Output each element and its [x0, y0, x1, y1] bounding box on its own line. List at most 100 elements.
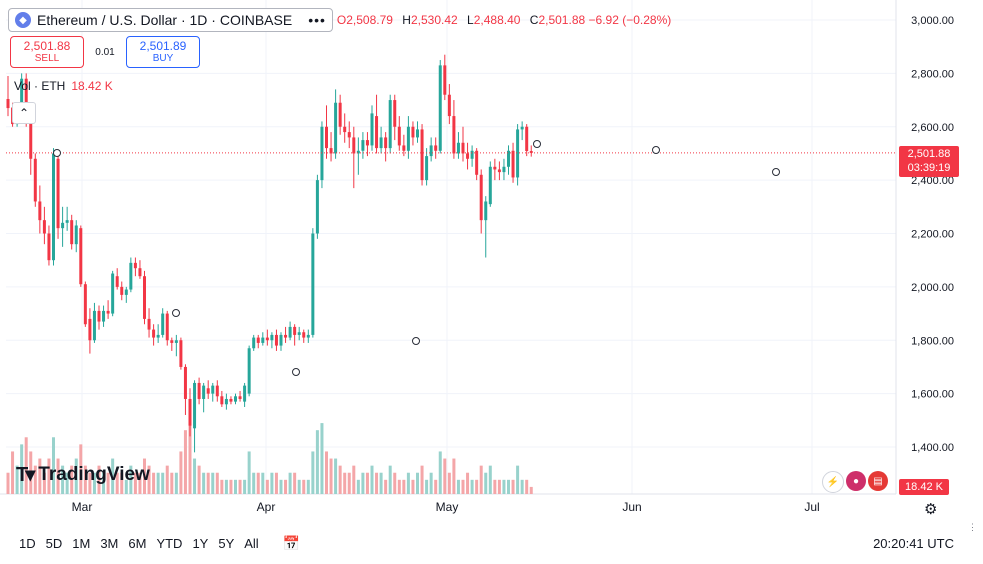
volume-bar — [265, 479, 269, 494]
candle-body — [520, 126, 524, 130]
volume-bar — [211, 472, 215, 494]
range-1m[interactable]: 1M — [72, 535, 91, 551]
volume-bar — [193, 458, 197, 494]
range-5d[interactable]: 5D — [45, 535, 63, 551]
candle-body — [411, 126, 415, 138]
volume-bar — [425, 479, 429, 494]
more-options-icon[interactable]: ••• — [308, 12, 326, 28]
trade-panel: 2,501.88 SELL 0.01 2,501.89 BUY — [10, 36, 200, 68]
buy-button[interactable]: 2,501.89 BUY — [126, 36, 200, 68]
volume-bar — [165, 465, 169, 494]
volume-bar — [388, 465, 392, 494]
candle-body — [152, 329, 156, 338]
volume-bar — [170, 472, 174, 494]
range-3m[interactable]: 3M — [100, 535, 119, 551]
collapse-legend-button[interactable]: ⌃ — [12, 102, 36, 124]
candle-body — [179, 340, 183, 367]
candle-body — [479, 174, 483, 221]
candle-body — [138, 268, 142, 277]
event-icon[interactable]: ● — [846, 471, 866, 491]
candle-body — [516, 129, 520, 178]
candle-body — [74, 225, 78, 245]
candle-body — [274, 334, 278, 346]
candle-body — [56, 158, 60, 229]
candle-body — [265, 337, 269, 341]
candle-body — [288, 326, 292, 338]
volume-bar — [302, 479, 306, 494]
candle-body — [106, 310, 110, 314]
volume-bar — [47, 458, 51, 494]
candle-body — [297, 332, 301, 335]
y-tick-label: 1,600.00 — [911, 389, 954, 401]
tradingview-logo[interactable]: T▾ TradingView — [16, 462, 150, 487]
volume-bar — [70, 465, 74, 494]
dividend-marker — [533, 140, 541, 148]
volume-bar — [384, 479, 388, 494]
volume-legend-value: 18.42 K — [71, 79, 113, 93]
candle-body — [365, 140, 369, 146]
candle-body — [243, 385, 247, 402]
volume-bar — [411, 479, 415, 494]
y-tick-label: 1,400.00 — [911, 442, 954, 454]
candle-body — [111, 273, 115, 314]
candle-body — [456, 142, 460, 154]
volume-bar — [229, 479, 233, 494]
sell-price: 2,501.88 — [23, 39, 71, 53]
range-all[interactable]: All — [244, 535, 259, 551]
volume-bar — [334, 458, 338, 494]
flash-icon[interactable]: ⚡ — [822, 471, 844, 493]
volume-bar — [33, 465, 37, 494]
calendar-icon[interactable]: 📅 — [282, 534, 301, 551]
volume-bar — [152, 472, 156, 494]
volume-bar — [370, 465, 374, 494]
candle-body — [211, 385, 215, 394]
candle-body — [470, 150, 474, 159]
volume-bar — [393, 472, 397, 494]
candle-body — [388, 100, 392, 149]
volume-bar — [274, 472, 278, 494]
flag-icon[interactable]: ▤ — [868, 471, 888, 491]
volume-bar — [11, 451, 15, 494]
candle-body — [197, 382, 201, 399]
candle-body — [502, 166, 506, 173]
candle-body — [484, 201, 488, 221]
candle-body — [79, 228, 83, 285]
y-tick-label: 2,600.00 — [911, 122, 954, 134]
candle-body — [434, 145, 438, 151]
candle-body — [102, 310, 106, 322]
candle-body — [20, 78, 24, 114]
sell-button[interactable]: 2,501.88 SELL — [10, 36, 84, 68]
volume-bar — [475, 479, 479, 494]
volume-bar — [38, 458, 42, 494]
volume-legend: Vol · ETH 18.42 K — [14, 79, 113, 93]
candle-body — [193, 382, 197, 429]
utc-clock[interactable]: 20:20:41 UTC — [873, 535, 954, 551]
resize-handle[interactable]: ⋮ — [968, 522, 977, 532]
symbol-selector[interactable]: ◆ Ethereum / U.S. Dollar · 1D · COINBASE… — [8, 8, 333, 32]
range-ytd[interactable]: YTD — [156, 535, 183, 551]
range-1d[interactable]: 1D — [19, 535, 36, 551]
volume-bar — [224, 479, 228, 494]
x-tick-label: Jun — [622, 500, 641, 514]
range-1y[interactable]: 1Y — [192, 535, 209, 551]
low-value: 2,488.40 — [473, 13, 521, 27]
bottom-toolbar: 1D 5D 1M 3M 6M YTD 1Y 5Y All 📅 20:20:41 … — [0, 528, 983, 558]
volume-bar — [92, 472, 96, 494]
volume-bar — [143, 458, 146, 494]
candle-body — [416, 129, 419, 138]
settings-icon[interactable]: ⚙ — [924, 501, 938, 518]
volume-bar — [356, 479, 360, 494]
range-5y[interactable]: 5Y — [218, 535, 235, 551]
volume-bar — [197, 465, 201, 494]
candle-body — [284, 334, 288, 338]
volume-bar — [29, 451, 33, 494]
volume-bar — [120, 472, 124, 494]
dividend-marker — [412, 337, 420, 345]
volume-bar — [529, 486, 533, 494]
volume-bar — [256, 472, 260, 494]
volume-bar — [124, 479, 128, 494]
volume-bar — [361, 472, 365, 494]
volume-bar — [6, 472, 10, 494]
range-6m[interactable]: 6M — [128, 535, 147, 551]
